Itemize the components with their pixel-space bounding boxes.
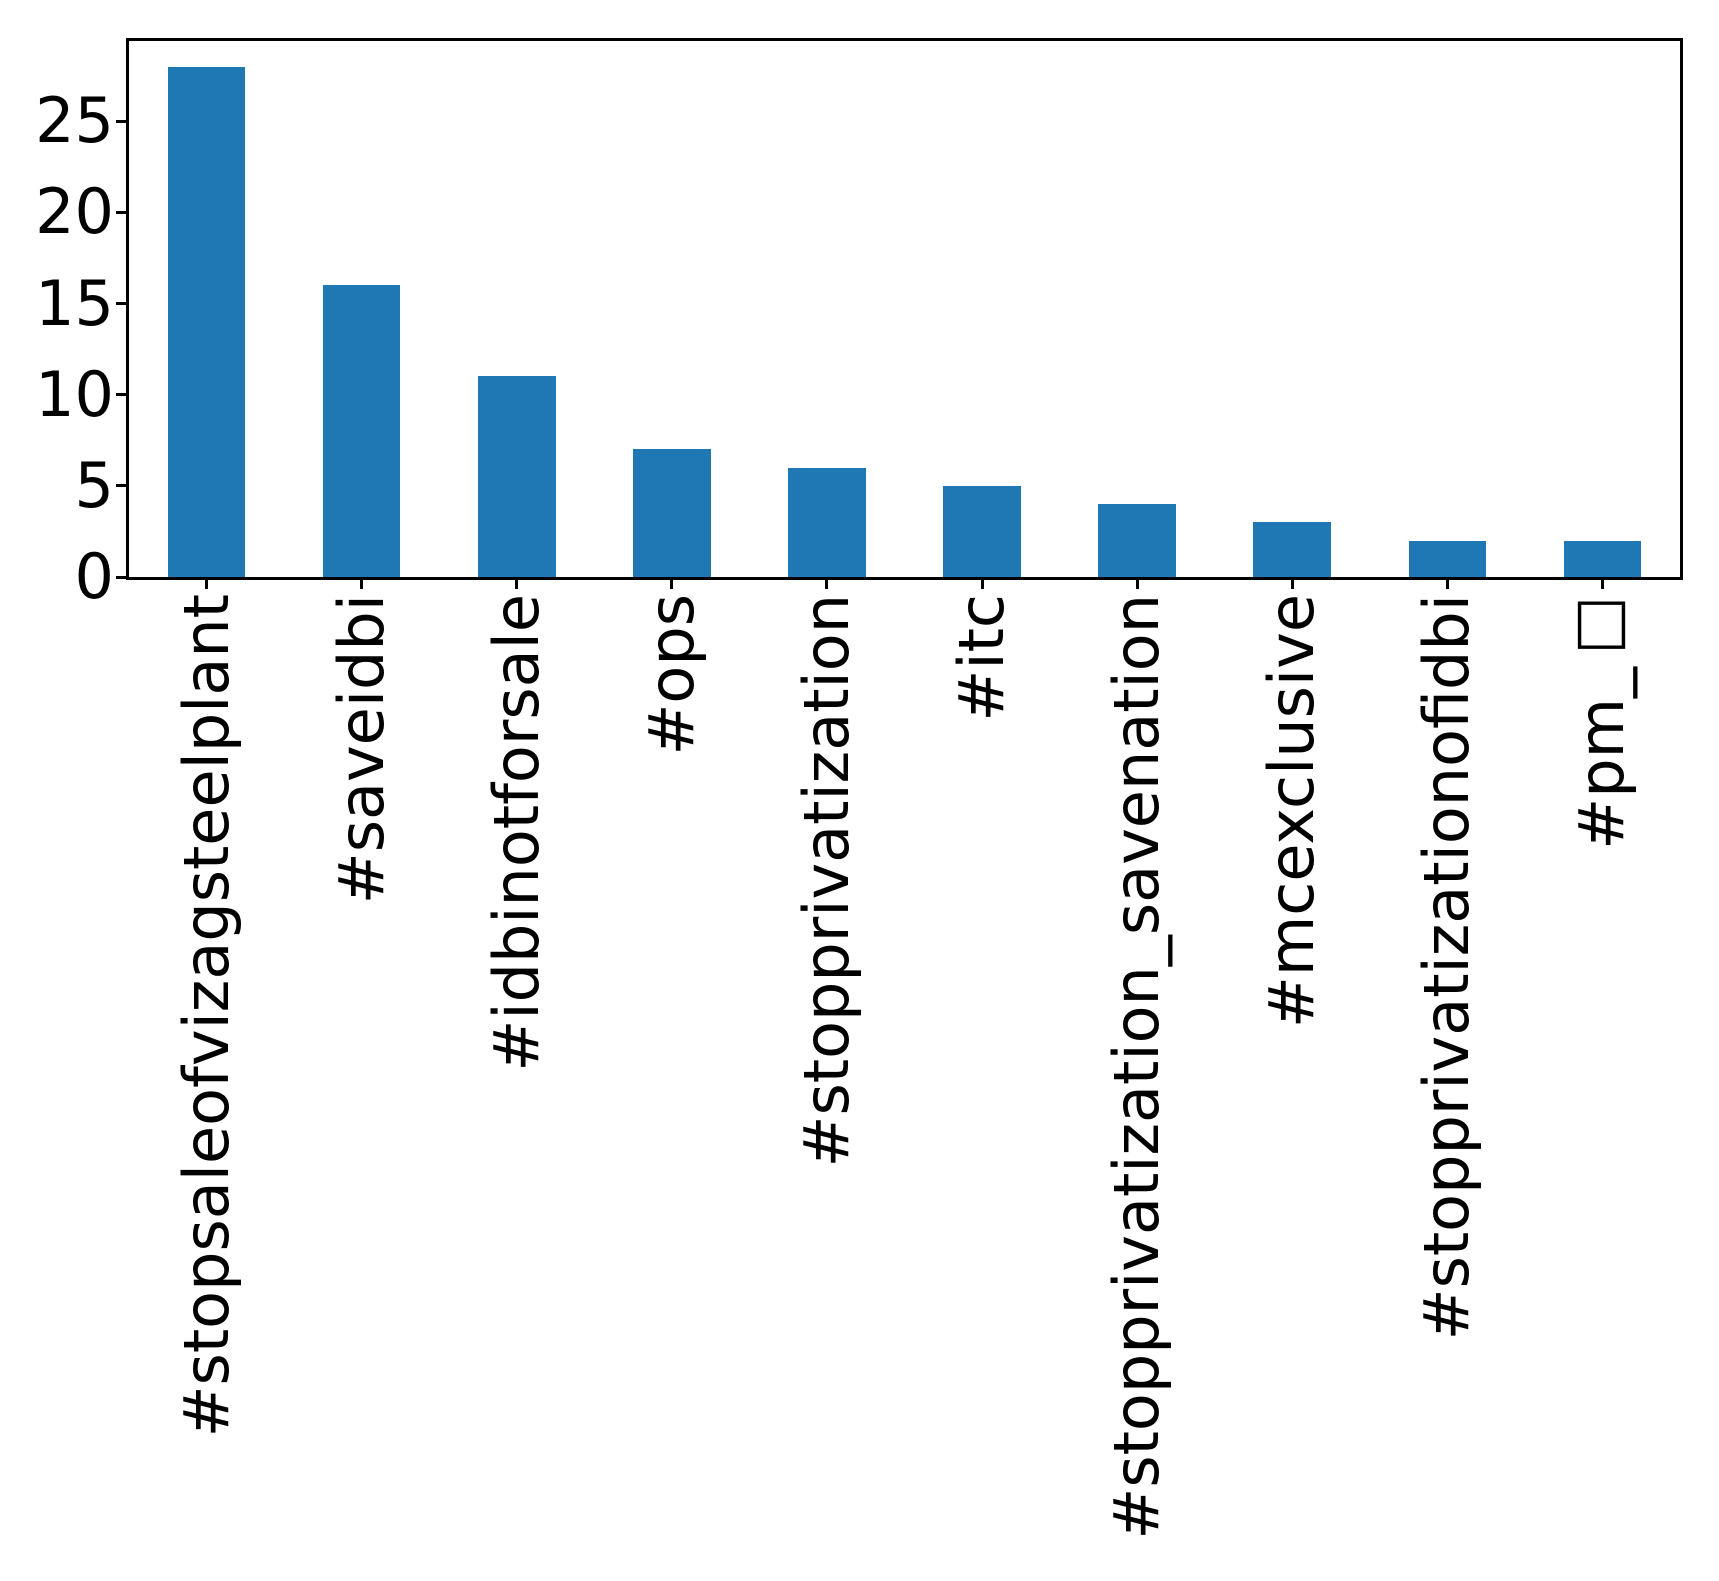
x-tick-label-1: #saveidbi: [324, 594, 398, 905]
x-tick-label-2: #idbinotforsale: [479, 594, 553, 1072]
bar-8: [1408, 540, 1487, 577]
bars-container: [129, 41, 1680, 577]
x-tick-2: [515, 580, 519, 589]
x-tick-label-3: #ops: [634, 594, 708, 756]
bar-5: [943, 485, 1021, 577]
bar-1: [322, 285, 401, 577]
y-tick-10: [116, 393, 126, 397]
bar-9: [1563, 540, 1642, 577]
bar-2: [477, 376, 556, 577]
x-tick-4: [825, 580, 829, 589]
x-tick-label-0: #stopsaleofvizagsteelplant: [169, 594, 243, 1438]
bar-0: [167, 66, 246, 577]
bar-3: [633, 449, 711, 577]
x-tick-5: [980, 580, 984, 589]
y-tick-label-5: 5: [74, 448, 114, 522]
x-tick-label-5: #itc: [945, 594, 1019, 722]
x-tick-label-7: #mcexclusive: [1255, 594, 1329, 1029]
x-tick-9: [1600, 580, 1604, 589]
y-tick-label-0: 0: [74, 540, 114, 613]
y-tick-label-10: 10: [35, 357, 114, 431]
x-tick-8: [1445, 580, 1449, 589]
y-tick-5: [116, 484, 126, 488]
y-tick-label-20: 20: [35, 175, 114, 249]
x-tick-label-4: #stopprivatization: [789, 594, 863, 1168]
x-tick-0: [205, 580, 209, 589]
y-tick-label-15: 15: [35, 266, 114, 340]
x-tick-3: [670, 580, 674, 589]
x-tick-7: [1290, 580, 1294, 589]
bar-7: [1253, 522, 1332, 577]
y-tick-label-25: 25: [35, 84, 114, 158]
bar-6: [1098, 504, 1176, 577]
x-tick-label-9: #pm_□: [1565, 594, 1639, 850]
y-tick-20: [116, 210, 126, 214]
x-tick-label-8: #stopprivatizationofidbi: [1410, 594, 1484, 1341]
y-tick-15: [116, 302, 126, 306]
y-tick-0: [116, 575, 126, 579]
bar-4: [788, 467, 866, 577]
x-tick-label-6: #stopprivatization_savenation: [1100, 594, 1174, 1540]
plot-area: [126, 38, 1683, 580]
x-tick-6: [1135, 580, 1139, 589]
y-tick-25: [116, 119, 126, 123]
x-tick-1: [360, 580, 364, 589]
